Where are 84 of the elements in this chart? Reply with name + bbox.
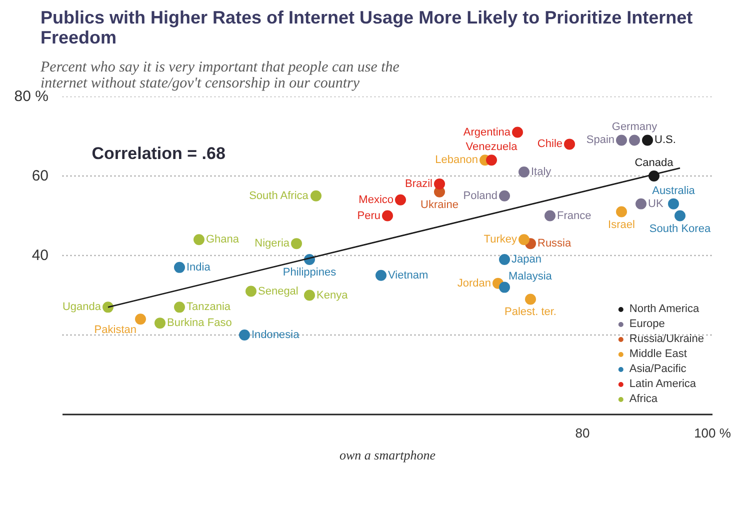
annotation: Lebanon xyxy=(435,154,478,166)
point xyxy=(154,318,166,329)
point xyxy=(102,302,114,313)
annotation: Canada xyxy=(634,157,674,169)
chart-title: Publics with Higher Rates of Internet Usage More Likely to Prioritize Internet Freedom xyxy=(40,8,693,48)
annotation: Israel xyxy=(608,218,635,231)
point xyxy=(525,294,536,305)
point xyxy=(486,154,497,166)
point xyxy=(291,238,302,250)
annotation: Japan xyxy=(512,253,542,266)
legend-label: Asia/Pacific xyxy=(629,362,686,376)
annotation: Ukraine xyxy=(420,198,458,211)
annotation: Jordan xyxy=(457,277,492,290)
legend-label: Middle East xyxy=(629,347,687,361)
annotation: Vietnam xyxy=(388,269,428,282)
point xyxy=(544,210,556,222)
y-tick-label: 60 xyxy=(32,168,49,184)
annotation: Argentina xyxy=(463,126,512,138)
point xyxy=(434,178,445,190)
annotation: UK xyxy=(648,198,664,210)
annotation: France xyxy=(557,210,592,222)
annotation: Indonesia xyxy=(252,329,300,341)
point xyxy=(674,210,686,222)
point xyxy=(642,134,653,146)
annotation: Brazil xyxy=(404,178,433,190)
point xyxy=(512,126,523,138)
x-tick-label: 100 % xyxy=(694,426,732,440)
annotation: Italy xyxy=(531,166,552,178)
annotation: Tanzania xyxy=(186,301,232,314)
legend-label: Latin America xyxy=(629,377,696,391)
annotation: U.S. xyxy=(654,134,676,146)
annotation: Malaysia xyxy=(508,270,553,282)
point xyxy=(499,190,510,202)
annotation: Correlation = .68 xyxy=(92,144,226,164)
legend-label: North America xyxy=(629,302,700,316)
annotation: Venezuela xyxy=(466,141,518,154)
annotation: South Korea xyxy=(649,222,712,235)
y-tick-label: 40 xyxy=(32,247,49,264)
x-tick-label: 80 xyxy=(575,426,590,440)
annotation: Russia xyxy=(538,238,572,250)
annotation: Nigeria xyxy=(254,238,290,250)
annotation: Palest. ter. xyxy=(504,306,556,318)
annotation: Pakistan xyxy=(94,324,137,336)
point xyxy=(499,254,510,265)
point xyxy=(304,290,315,301)
legend-label: Africa xyxy=(629,392,658,406)
point xyxy=(616,206,627,218)
point xyxy=(636,198,646,210)
point xyxy=(239,330,250,340)
annotation: Uganda xyxy=(62,301,102,314)
legend-label: Europe xyxy=(629,317,665,331)
point xyxy=(382,210,393,222)
point xyxy=(395,194,406,206)
point xyxy=(499,282,510,293)
point xyxy=(135,314,146,325)
point xyxy=(174,302,185,313)
annotation: India xyxy=(186,261,212,274)
point xyxy=(518,166,530,178)
x-axis-title: own a smartphone xyxy=(339,448,436,462)
point xyxy=(376,270,386,281)
annotation: Burkina Faso xyxy=(167,317,232,330)
annotation: Spain xyxy=(586,134,615,146)
annotation: Germany xyxy=(612,121,658,134)
point xyxy=(629,134,640,146)
point xyxy=(616,134,627,146)
point xyxy=(518,234,530,246)
point xyxy=(174,262,185,273)
point xyxy=(564,138,575,150)
annotation: South Africa xyxy=(249,190,310,202)
annotation: Kenya xyxy=(316,289,349,302)
legend-label: Russia/Ukraine xyxy=(629,332,704,346)
annotation: Australia xyxy=(652,184,696,197)
annotation: Senegal xyxy=(258,285,298,298)
point xyxy=(668,198,679,210)
annotation: Philippines xyxy=(282,266,337,278)
point xyxy=(310,190,322,202)
annotation: Peru xyxy=(357,210,381,222)
annotation: Mexico xyxy=(358,194,394,206)
annotation: Turkey xyxy=(484,234,518,246)
annotation: Ghana xyxy=(206,234,240,246)
point xyxy=(194,234,204,246)
point xyxy=(246,286,256,297)
annotation: Chile xyxy=(537,138,563,150)
annotation: Poland xyxy=(463,190,498,202)
